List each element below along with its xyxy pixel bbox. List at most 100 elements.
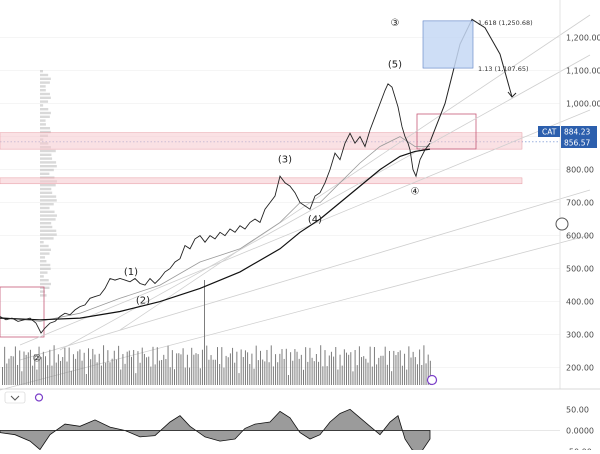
volume-bar xyxy=(12,356,14,385)
refresh-icon[interactable] xyxy=(34,393,44,402)
chevron-down-icon xyxy=(10,395,20,401)
volume-bar xyxy=(122,354,124,385)
volume-bar xyxy=(77,351,79,385)
fib-label-upper: 1.618 (1,250.68) xyxy=(478,19,533,27)
volume-profile-bar xyxy=(40,229,57,232)
volume-profile-bar xyxy=(40,168,54,172)
volume-bar xyxy=(253,368,255,385)
moving-average-slow xyxy=(0,148,431,321)
volume-bars xyxy=(2,280,431,385)
volume-profile-bar xyxy=(40,96,51,99)
price-tick-label: 200.00 xyxy=(566,364,594,373)
volume-bar xyxy=(311,357,313,385)
wave-label: (2) xyxy=(136,295,150,306)
volume-profile-bar xyxy=(40,119,46,122)
price-tick-label: 1,200.00 xyxy=(566,34,600,43)
volume-bar xyxy=(146,357,148,385)
volume-profile-bar xyxy=(40,248,51,251)
volume-bar xyxy=(66,361,68,385)
volume-bar xyxy=(2,367,3,385)
volume-profile-bar xyxy=(40,286,50,289)
volume-bar xyxy=(406,369,408,385)
volume-bar xyxy=(391,371,393,385)
volume-bar xyxy=(380,355,382,385)
volume-bar xyxy=(90,359,92,385)
volume-bar xyxy=(378,357,380,385)
volume-bar xyxy=(333,356,335,385)
volume-bar xyxy=(21,371,23,385)
price-tick-label: 300.00 xyxy=(566,331,594,340)
volume-bar xyxy=(326,366,328,385)
volume-bar xyxy=(419,349,421,385)
volume-profile-bar xyxy=(40,92,50,96)
volume-bar xyxy=(348,354,350,385)
volume-bar xyxy=(369,346,371,385)
volume-bar xyxy=(92,348,94,385)
volume-bar xyxy=(257,360,259,385)
volume-bar xyxy=(105,362,107,385)
volume-bar xyxy=(83,352,85,385)
moving-average-fast xyxy=(0,136,430,322)
volume-profile-bar xyxy=(40,81,50,84)
volume-bar xyxy=(42,351,44,385)
volume-bar xyxy=(103,345,105,385)
volume-bar xyxy=(410,357,412,385)
volume-bar xyxy=(305,347,307,385)
volume-bar xyxy=(193,354,195,385)
ticker-tag: CAT xyxy=(542,128,557,137)
price-tick-label: 600.00 xyxy=(566,232,594,241)
edge-marker-icon xyxy=(555,217,569,231)
volume-bar xyxy=(178,353,180,385)
volume-bar xyxy=(199,368,201,385)
price-tick-label: 1,000.00 xyxy=(566,100,600,109)
volume-bar xyxy=(150,366,152,385)
volume-bar xyxy=(189,367,191,385)
channel-line xyxy=(59,54,591,351)
volume-profile-bar xyxy=(40,73,49,77)
volume-bar xyxy=(255,345,257,385)
volume-profile-bar xyxy=(40,111,51,115)
volume-bar xyxy=(324,350,326,385)
volume-bar xyxy=(34,354,36,385)
volume-bar xyxy=(300,354,302,385)
volume-profile-bar xyxy=(40,256,46,259)
volume-profile-bar xyxy=(40,252,50,255)
volume-bar xyxy=(212,359,214,385)
volume-bar xyxy=(165,359,167,385)
volume-profile-bar xyxy=(40,263,51,267)
moving-averages xyxy=(0,136,431,322)
volume-bar xyxy=(45,356,46,385)
volume-bar xyxy=(399,350,401,385)
volume-bar xyxy=(283,358,285,385)
volume-bar xyxy=(96,362,98,385)
volume-bar xyxy=(386,364,388,385)
volume-bar xyxy=(339,354,341,385)
volume-bar xyxy=(174,369,175,385)
volume-bar xyxy=(88,348,89,385)
event-marker-icon[interactable] xyxy=(426,374,438,386)
volume-bar xyxy=(158,360,160,385)
volume-bar xyxy=(214,359,216,385)
wave-label: (3) xyxy=(278,154,292,165)
wave-label: ③ xyxy=(391,18,400,29)
volume-bar xyxy=(303,369,304,385)
oscillator-tick-label: 50.00 xyxy=(566,405,589,414)
volume-bar xyxy=(38,346,40,385)
price-tick-label: 400.00 xyxy=(566,298,594,307)
fib-label-lower: 1.13 (1,107.65) xyxy=(478,65,529,73)
volume-profile-bar xyxy=(40,153,52,156)
pane-collapse-button[interactable] xyxy=(4,391,26,404)
volume-bar xyxy=(227,357,229,385)
volume-bar xyxy=(72,354,74,385)
volume-bar xyxy=(373,347,375,385)
volume-bar xyxy=(29,349,31,385)
volume-bar xyxy=(272,366,274,385)
volume-bar xyxy=(287,375,289,385)
volume-bar xyxy=(163,354,165,385)
volume-bar xyxy=(184,367,186,385)
volume-profile-bar xyxy=(40,290,45,293)
volume-bar xyxy=(356,365,358,385)
volume-profile-bar xyxy=(40,233,57,236)
volume-bar xyxy=(416,364,418,385)
volume-bar xyxy=(53,345,55,385)
